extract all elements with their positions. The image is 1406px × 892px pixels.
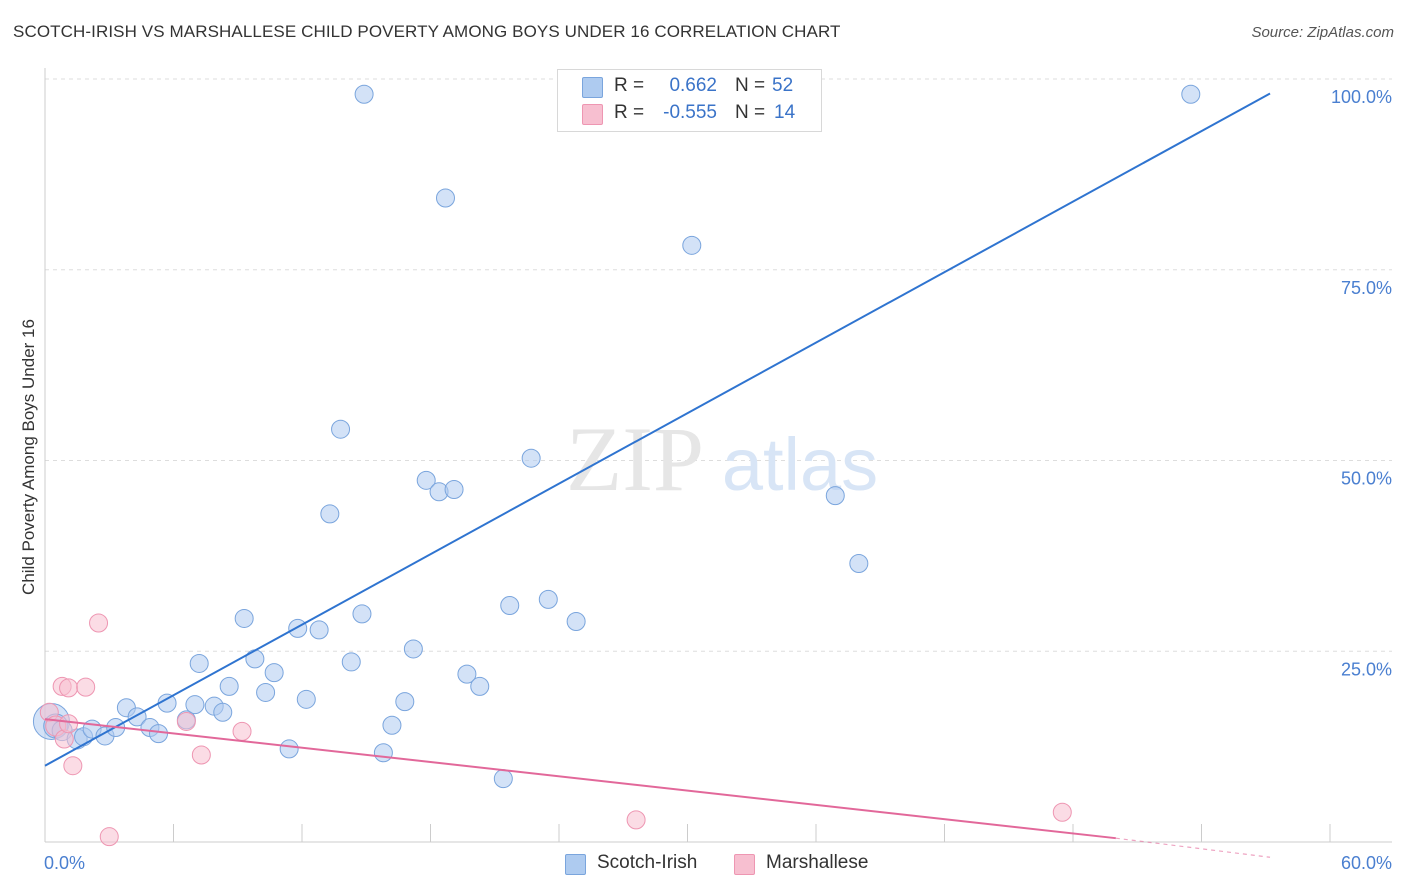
grid-lines [45,78,1392,652]
scotch-irish-point [682,235,702,255]
scotch-irish-point [382,715,402,735]
bottom-legend-label: Scotch-Irish [597,852,698,873]
scotch-irish-point [416,470,436,490]
scotch-irish-point [1181,84,1201,104]
scotch-irish-point [296,689,316,709]
y-tick-labels: 25.0% 50.0% 75.0% 100.0% [1331,87,1392,679]
marshallese-trend-extension [1115,837,1271,858]
marshallese-point [99,827,119,847]
scotch-irish-point [354,84,374,104]
scotch-irish-point [538,589,558,609]
chart-title: SCOTCH-IRISH VS MARSHALLESE CHILD POVERT… [13,22,841,41]
bottom-legend-swatch-blue [565,854,586,875]
marshallese-point [1052,802,1072,822]
bottom-legend-label: Marshallese [766,852,869,873]
scotch-irish-point [373,743,393,763]
series-marshallese-points [39,613,1072,847]
y-tick-label: 25.0% [1341,659,1392,679]
legend-n-value: 52 [772,75,794,96]
scotch-irish-point [444,479,464,499]
scotch-irish-point [500,595,520,615]
legend-r-label: R = [614,75,645,96]
chart-source: Source: ZipAtlas.com [1251,24,1394,41]
scotch-irish-point [234,608,254,628]
scotch-irish-point [309,620,329,640]
scotch-irish-point [245,649,265,669]
scotch-irish-point [213,702,233,722]
marshallese-trend-line [44,718,1116,840]
legend-r-value: 0.662 [669,75,717,96]
marshallese-point [89,613,109,633]
scotch-irish-point [493,769,513,789]
marshallese-point [59,678,79,698]
marshallese-point [626,810,646,830]
y-tick-label: 50.0% [1341,469,1392,489]
trend-lines [44,92,1271,858]
scotch-irish-point [341,652,361,672]
scotch-irish-point [189,653,209,673]
scotch-irish-point [279,739,299,759]
series-scotch-irish-points [32,84,1201,789]
bottom-legend-swatch-pink [734,854,755,875]
legend-row-scotch-irish: R = 0.662 N = 52 [558,73,821,101]
scotch-irish-point [288,618,308,638]
marshallese-point [191,745,211,765]
scotch-irish-point [435,188,455,208]
scotch-irish-point [521,448,541,468]
scotch-irish-point [331,419,351,439]
legend-n-label: N = [735,75,766,96]
watermark-zip: ZIP [566,408,704,510]
scotch-irish-point [149,724,169,744]
scotch-irish-point [457,664,477,684]
stats-legend: R = 0.662 N = 52 R = -0.555 N = 14 [557,69,822,132]
scotch-irish-point [849,554,869,574]
marshallese-point [63,756,83,776]
legend-swatch-blue [582,77,603,98]
y-tick-label: 100.0% [1331,87,1392,107]
scotch-irish-point [352,604,372,624]
marshallese-point [76,677,96,697]
scotch-irish-point [185,695,205,715]
watermark-atlas: atlas [722,423,878,506]
scotch-irish-point [470,676,490,696]
scotch-irish-trend-line [44,92,1271,767]
scotch-irish-point [320,504,340,524]
x-tick-label: 60.0% [1341,853,1392,873]
legend-r-value: -0.555 [663,102,717,123]
scotch-irish-point [825,486,845,506]
scotch-irish-point [219,676,239,696]
x-tick-labels: 0.0% 60.0% [44,853,1392,873]
legend-row-marshallese: R = -0.555 N = 14 [558,100,821,128]
scotch-irish-point [566,611,586,631]
legend-n-value: 14 [774,102,796,123]
x-tick-label: 0.0% [44,853,85,873]
legend-r-label: R = [614,102,645,123]
legend-swatch-pink [582,104,603,125]
scotch-irish-point [264,663,284,683]
scotch-irish-point [395,692,415,712]
scotch-irish-point [256,682,276,702]
legend-n-label: N = [735,102,766,123]
marshallese-point [176,711,196,731]
watermark: ZIP atlas [566,408,878,510]
scotch-irish-point [403,639,423,659]
y-axis-label: Child Poverty Among Boys Under 16 [19,319,38,595]
marshallese-point [59,714,79,734]
marshallese-point [232,721,252,741]
y-tick-label: 75.0% [1341,278,1392,298]
